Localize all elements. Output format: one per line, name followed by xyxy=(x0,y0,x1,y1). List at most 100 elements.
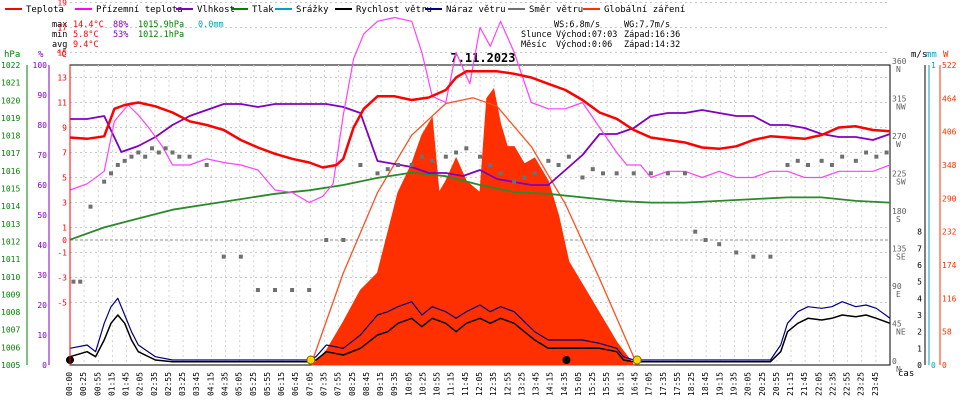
c-tick-label: 17 xyxy=(57,24,67,33)
wind-direction-point xyxy=(204,163,209,167)
wind-direction-point xyxy=(409,163,414,167)
c-tick-label: 0 xyxy=(62,236,67,245)
axis-title-pct: % xyxy=(38,50,44,60)
x-tick-label: 23:25 xyxy=(857,372,866,396)
x-tick-label: 13:45 xyxy=(532,372,541,396)
stat-max-label: max xyxy=(52,20,67,30)
info-sun-rise: Východ:07:03 xyxy=(556,30,617,40)
x-tick-label: 01:45 xyxy=(122,372,131,396)
x-tick-label: 21:15 xyxy=(786,372,795,396)
wind-direction-point xyxy=(443,154,448,159)
x-tick-label: 14:15 xyxy=(546,372,555,396)
wind-direction-point xyxy=(88,204,93,209)
direction-name-label: S xyxy=(896,215,901,224)
x-tick-label: 18:45 xyxy=(701,372,710,396)
x-tick-label: 02:55 xyxy=(164,372,173,396)
pct-tick-label: 90 xyxy=(37,91,47,100)
x-tick-label: 08:25 xyxy=(348,372,357,396)
wind-direction-point xyxy=(170,150,175,155)
x-tick-label: 15:05 xyxy=(574,372,583,396)
wind-direction-point xyxy=(864,150,869,155)
wind-direction-point xyxy=(566,154,571,159)
w-tick-label: 522 xyxy=(942,61,957,70)
wind-direction-point xyxy=(703,238,708,242)
ms-tick-label: 5 xyxy=(917,278,922,287)
wind-direction-point xyxy=(648,171,653,176)
c-tick-label: -3 xyxy=(57,274,67,283)
c-tick-label: 5 xyxy=(62,174,67,183)
pct-tick-label: 50 xyxy=(37,211,47,220)
c-tick-label: -1 xyxy=(57,249,67,258)
wind-direction-point xyxy=(71,279,76,284)
info-sun-label: Slunce xyxy=(521,30,552,40)
x-tick-label: 23:45 xyxy=(871,372,880,396)
x-tick-label: 05:25 xyxy=(249,372,258,396)
ms-tick-label: 6 xyxy=(917,261,922,270)
direction-tick-label: 315 xyxy=(892,95,907,104)
x-tick-label: 20:05 xyxy=(744,372,753,396)
wind-direction-point xyxy=(464,146,469,151)
hpa-tick-label: 1017 xyxy=(1,149,20,158)
x-tick-label: 20:25 xyxy=(758,372,767,396)
wind-direction-point xyxy=(177,154,182,159)
direction-name-label: N xyxy=(896,365,901,374)
stat-max-hum: 88% xyxy=(113,20,128,30)
chart-title: 7.11.2023 xyxy=(450,51,515,65)
direction-name-label: SW xyxy=(896,178,906,187)
axis-title-ms: m/s xyxy=(911,50,927,60)
x-tick-label: 00:00 xyxy=(65,372,74,396)
axis-title-time: čas xyxy=(898,368,914,379)
x-tick-label: 20:55 xyxy=(772,372,781,396)
x-tick-label: 10:05 xyxy=(404,372,413,396)
hpa-tick-label: 1019 xyxy=(1,114,20,123)
wind-direction-point xyxy=(829,163,834,167)
ms-tick-label: 4 xyxy=(917,294,922,303)
x-tick-label: 05:05 xyxy=(235,372,244,396)
wind-direction-point xyxy=(396,163,400,167)
ms-tick-label: 7 xyxy=(917,244,922,253)
x-tick-label: 18:25 xyxy=(687,372,696,396)
legend-item-humidity: Vlhkost xyxy=(197,5,235,15)
direction-tick-label: 135 xyxy=(892,245,907,254)
direction-name-label: SE xyxy=(896,253,906,262)
hpa-tick-label: 1007 xyxy=(1,326,20,335)
pct-tick-label: 0 xyxy=(42,361,47,370)
series-solar-radiation xyxy=(311,87,635,366)
x-tick-label: 17:05 xyxy=(645,372,654,396)
x-tick-label: 15:55 xyxy=(602,372,611,396)
wind-direction-point xyxy=(454,150,459,155)
x-tick-label: 09:35 xyxy=(390,372,399,396)
ms-tick-label: 1 xyxy=(917,344,922,353)
stat-avg-temp: 9.4°C xyxy=(73,40,99,50)
pct-tick-label: 20 xyxy=(37,301,47,310)
x-tick-label: 12:05 xyxy=(475,372,484,396)
mm-tick-label: 1 xyxy=(931,61,936,70)
info-moon-set: Západ:14:32 xyxy=(624,40,680,50)
wind-direction-point xyxy=(109,171,113,176)
x-tick-label: 00:55 xyxy=(93,372,102,396)
hpa-tick-label: 1021 xyxy=(1,79,20,88)
series-temperature xyxy=(69,70,891,169)
wind-direction-point xyxy=(163,146,168,151)
x-tick-label: 02:05 xyxy=(136,372,145,396)
direction-tick-label: 225 xyxy=(892,170,907,179)
x-tick-label: 19:15 xyxy=(715,372,724,396)
wind-direction-point xyxy=(478,154,482,159)
wind-direction-point xyxy=(221,254,226,259)
wind-direction-point xyxy=(156,150,161,155)
pct-tick-label: 60 xyxy=(37,181,47,190)
x-tick-label: 14:35 xyxy=(560,372,569,396)
x-tick-label: 22:35 xyxy=(828,372,837,396)
sunset-marker xyxy=(632,355,642,365)
wind-direction-point xyxy=(419,154,424,159)
direction-name-label: NE xyxy=(896,328,906,337)
ms-tick-label: 8 xyxy=(917,228,922,237)
direction-tick-label: 180 xyxy=(892,207,907,216)
ms-tick-label: 2 xyxy=(917,328,922,337)
wind-direction-point xyxy=(255,288,260,292)
wind-direction-point xyxy=(385,167,390,172)
x-tick-label: 19:35 xyxy=(729,372,738,396)
stat-min-temp: 5.8°C xyxy=(73,30,99,40)
wind-direction-point xyxy=(136,150,141,155)
wind-direction-point xyxy=(795,158,800,163)
